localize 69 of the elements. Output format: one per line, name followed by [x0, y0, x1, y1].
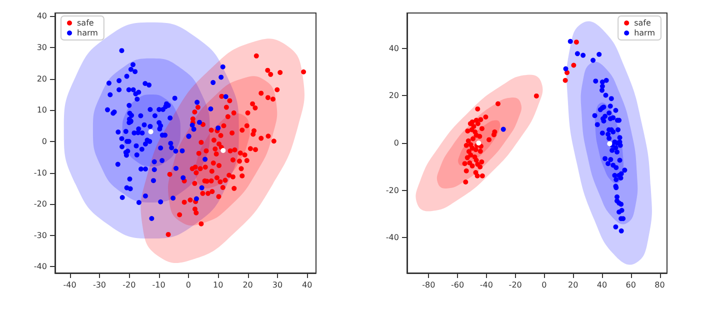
point: [470, 163, 475, 168]
legend-label: harm: [77, 28, 98, 38]
point: [480, 173, 485, 178]
point: [464, 142, 469, 148]
point: [474, 173, 480, 178]
y-tick-label: -20: [34, 200, 47, 209]
x-tick-label: -40: [480, 280, 493, 290]
point: [465, 128, 470, 134]
x-tick-label: -20: [122, 280, 136, 290]
x-tick-label: -30: [92, 280, 106, 290]
point: [571, 62, 576, 68]
point: [473, 147, 478, 152]
legend-label: safe: [77, 18, 94, 28]
y-tick-label: 20: [388, 91, 399, 100]
x-tick-label: -60: [451, 280, 464, 290]
x-tick-label: 0: [186, 280, 192, 290]
point: [483, 114, 488, 120]
point: [607, 141, 612, 146]
point: [475, 121, 480, 126]
x-tick-label: -80: [422, 280, 436, 290]
x-tick-label: -40: [63, 280, 76, 290]
point: [478, 148, 483, 154]
point: [462, 161, 468, 166]
point: [564, 70, 570, 76]
y-tick-label: -30: [34, 230, 47, 240]
x-tick-label: -10: [152, 280, 166, 290]
y-tick-label: -40: [34, 262, 47, 272]
y-tick-label: 0: [394, 138, 399, 148]
y-tick-label: 20: [36, 74, 47, 84]
point: [470, 136, 476, 142]
point: [477, 134, 482, 139]
point: [478, 164, 483, 170]
point: [466, 138, 471, 144]
point: [479, 159, 484, 164]
x-tick-label: -20: [508, 280, 522, 290]
x-tick-label: 20: [242, 280, 253, 290]
point: [478, 117, 484, 122]
x-tick-label: 0: [542, 280, 547, 290]
y-tick-label: 10: [36, 106, 47, 115]
point: [479, 126, 484, 132]
point: [464, 168, 469, 174]
point: [476, 140, 482, 146]
x-tick-label: 80: [654, 280, 665, 290]
x-tick-label: 60: [626, 280, 636, 290]
legend-label: harm: [634, 28, 656, 38]
legend-label: safe: [634, 18, 651, 28]
point: [463, 180, 468, 184]
x-tick-label: 40: [302, 280, 312, 290]
y-tick-label: -40: [386, 233, 399, 242]
y-tick-label: -10: [34, 168, 47, 178]
point: [475, 106, 480, 112]
point: [464, 155, 470, 160]
point: [468, 152, 474, 158]
point: [496, 101, 500, 106]
point: [491, 132, 496, 138]
x-tick-label: 30: [272, 280, 283, 290]
point: [478, 144, 484, 149]
y-tick-label: 30: [36, 42, 47, 52]
point: [486, 137, 492, 142]
point: [574, 40, 579, 45]
y-tick-label: -20: [386, 186, 399, 195]
x-tick-label: 20: [568, 280, 578, 290]
x-tick-label: 10: [213, 280, 224, 290]
y-tick-label: 40: [36, 12, 47, 21]
point: [534, 93, 539, 98]
y-tick-label: 40: [388, 44, 399, 53]
x-tick-label: 40: [596, 280, 608, 290]
point: [562, 78, 568, 83]
y-tick-label: 0: [42, 136, 47, 146]
